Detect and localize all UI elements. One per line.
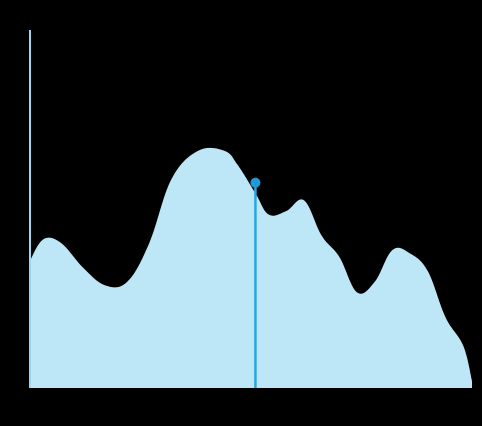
area-series-fill xyxy=(30,147,472,388)
cursor-dot[interactable] xyxy=(250,177,261,188)
